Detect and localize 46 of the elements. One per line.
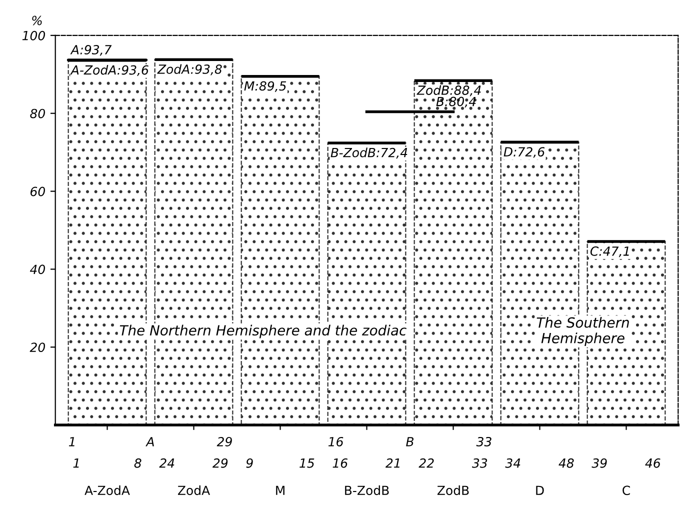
x-tick-label: ZodA bbox=[178, 485, 210, 496]
text: 16 bbox=[328, 436, 344, 446]
x-tick-label: B-ZodB bbox=[345, 485, 389, 496]
y-tick-label: 40 bbox=[30, 264, 46, 274]
text: 21 bbox=[386, 458, 400, 468]
text: 33 bbox=[476, 436, 492, 446]
text: 16 bbox=[332, 458, 348, 468]
y-axis-title: % bbox=[32, 16, 42, 26]
text: 24 bbox=[159, 458, 174, 468]
annotation: A:93,7 bbox=[70, 44, 112, 56]
text: 9 bbox=[246, 458, 253, 468]
data-label: ZodA:93,8 bbox=[157, 64, 222, 76]
y-tick-label: 100 bbox=[22, 30, 46, 40]
data-label: C:47,1 bbox=[590, 246, 629, 258]
data-label: B:80,4 bbox=[436, 96, 476, 108]
bar bbox=[68, 60, 147, 426]
text: 39 bbox=[592, 458, 607, 468]
data-label: B-ZodB:72,4 bbox=[330, 148, 408, 159]
data-label: M:89,5 bbox=[244, 81, 286, 92]
x-tick-label: D bbox=[536, 486, 544, 495]
text: B bbox=[406, 437, 414, 446]
bar bbox=[414, 80, 493, 426]
text: 22 bbox=[418, 458, 434, 468]
text: 15 bbox=[300, 458, 314, 468]
x-tick-label: M bbox=[276, 486, 284, 495]
text: 34 bbox=[505, 458, 520, 468]
text: 29 bbox=[212, 458, 228, 468]
text: 29 bbox=[216, 436, 232, 446]
x-tick-label: ZodB bbox=[437, 485, 469, 496]
y-tick-label: 60 bbox=[30, 186, 46, 196]
text: 8 bbox=[134, 458, 142, 468]
text: 46 bbox=[645, 458, 660, 468]
text: 48 bbox=[558, 458, 574, 468]
data-label: D:72,6 bbox=[504, 147, 545, 158]
y-tick-label: 20 bbox=[30, 342, 46, 352]
text: 1 bbox=[73, 458, 79, 468]
y-tick-label: 80 bbox=[30, 108, 46, 118]
text: 1 bbox=[68, 437, 74, 446]
x-tick-label: C bbox=[622, 486, 630, 496]
text: A bbox=[146, 437, 154, 446]
data-label: A-ZodA:93,6 bbox=[70, 65, 148, 76]
x-tick-label: A-ZodA bbox=[84, 485, 130, 496]
annotation: The Northern Hemisphere and the zodiac bbox=[120, 324, 406, 338]
annotation: The Southern Hemisphere bbox=[536, 317, 629, 346]
text: 33 bbox=[472, 458, 488, 468]
data-label: ZodB:88,4 bbox=[416, 85, 481, 96]
